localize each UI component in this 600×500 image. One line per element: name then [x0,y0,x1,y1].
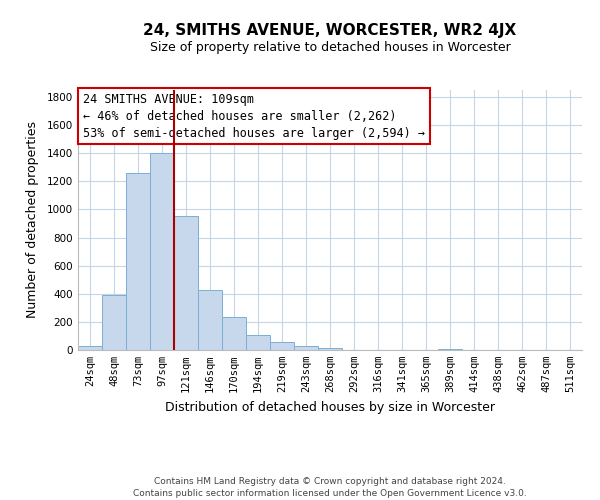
Bar [78,346,102,350]
Text: Contains HM Land Registry data © Crown copyright and database right 2024.: Contains HM Land Registry data © Crown c… [154,478,506,486]
Bar [246,334,270,350]
Y-axis label: Number of detached properties: Number of detached properties [26,122,38,318]
Bar [270,342,294,350]
Text: 24, SMITHS AVENUE, WORCESTER, WR2 4JX: 24, SMITHS AVENUE, WORCESTER, WR2 4JX [143,22,517,38]
Text: Size of property relative to detached houses in Worcester: Size of property relative to detached ho… [149,41,511,54]
Bar [438,348,462,350]
Text: 24 SMITHS AVENUE: 109sqm
← 46% of detached houses are smaller (2,262)
53% of sem: 24 SMITHS AVENUE: 109sqm ← 46% of detach… [83,92,425,140]
Bar [222,317,246,350]
Text: Contains public sector information licensed under the Open Government Licence v3: Contains public sector information licen… [133,489,527,498]
X-axis label: Distribution of detached houses by size in Worcester: Distribution of detached houses by size … [165,400,495,413]
Bar [150,153,174,350]
Bar [126,173,150,350]
Bar [294,346,318,350]
Bar [102,295,126,350]
Bar [198,290,222,350]
Bar [318,348,342,350]
Bar [174,216,198,350]
